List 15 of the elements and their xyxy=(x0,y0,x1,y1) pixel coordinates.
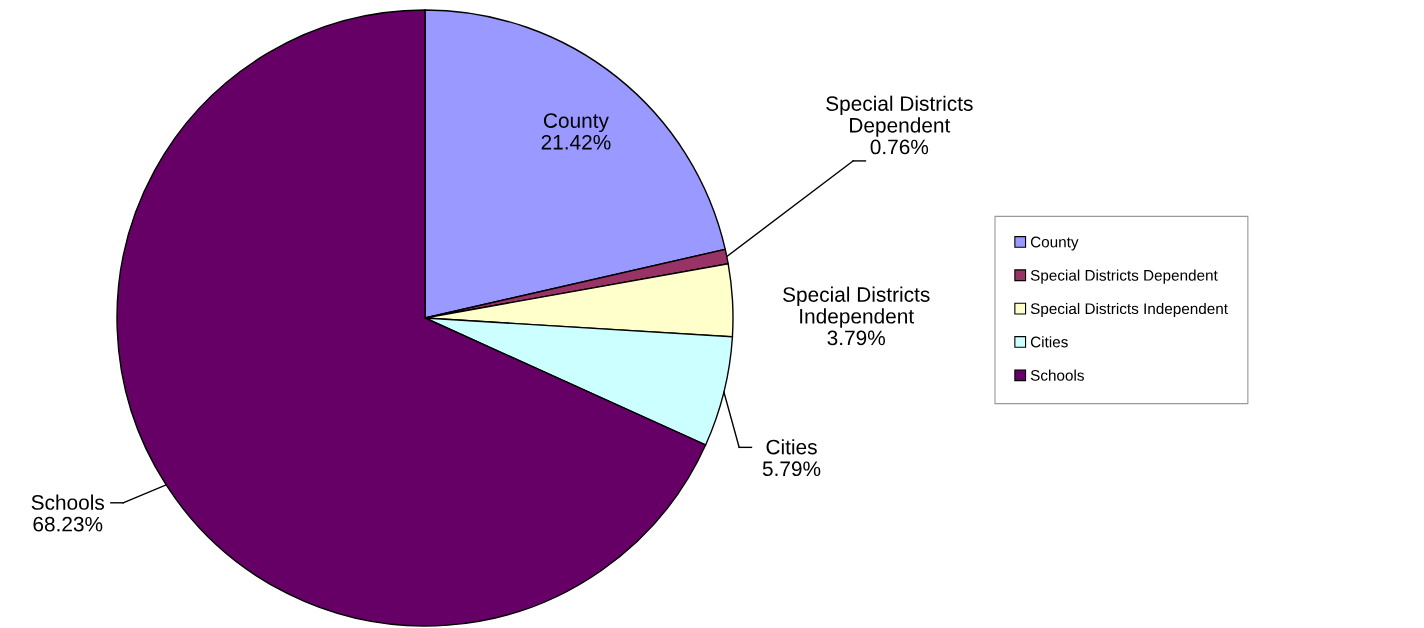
slice-label: Special Districts Independent xyxy=(783,286,930,328)
legend-label: County xyxy=(1030,236,1079,251)
data-label: 0.76% xyxy=(870,139,929,155)
legend-label: Special Districts Independent xyxy=(1030,302,1228,318)
slice-label: County xyxy=(543,113,609,133)
data-label: 5.79% xyxy=(762,461,821,477)
data-label: 21.42% xyxy=(541,134,611,150)
legend-label: Schools xyxy=(1030,369,1084,381)
legend-label: Special Districts Dependent xyxy=(1030,269,1218,284)
slice-label: Schools xyxy=(31,494,105,510)
slice-label: Special Districts Dependent xyxy=(826,95,973,137)
data-label: 3.79% xyxy=(827,330,885,346)
legend-label: Cities xyxy=(1030,336,1068,348)
data-label: 68.23% xyxy=(33,516,103,532)
slice-label: Cities xyxy=(766,439,817,455)
